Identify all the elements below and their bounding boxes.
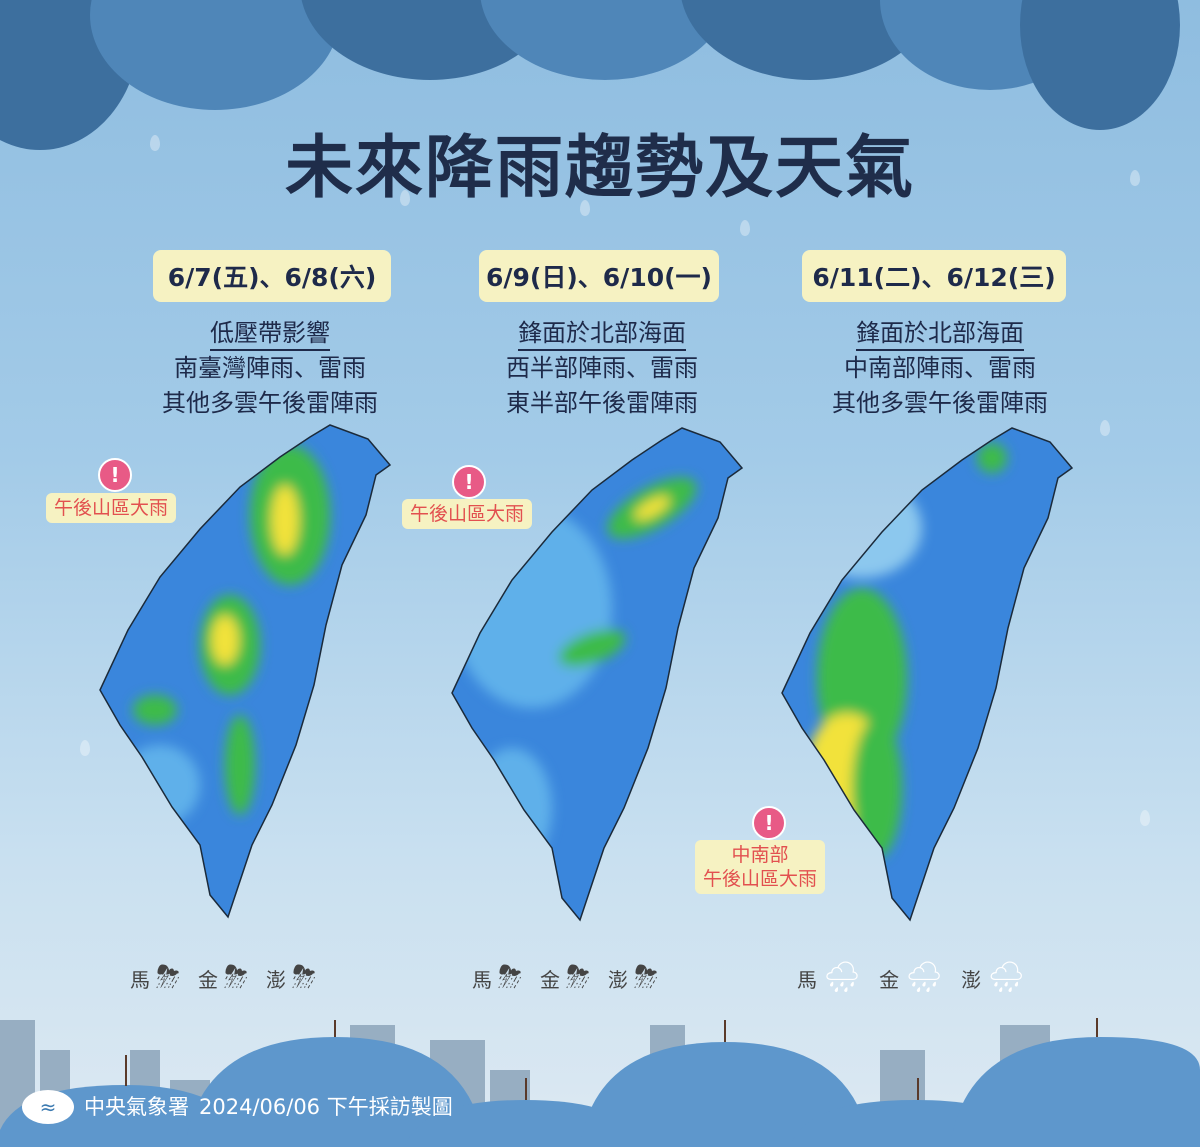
forecast-line: 中南部陣雨、雷雨 xyxy=(844,354,1036,382)
heavy-rain-alert: 午後山區大雨 xyxy=(46,493,177,523)
forecast-line: 南臺灣陣雨、雷雨 xyxy=(174,354,366,382)
heavy-rain-alert: 中南部 午後山區大雨 xyxy=(695,840,826,894)
island-label: 澎 xyxy=(961,967,982,992)
island-label: 澎 xyxy=(608,967,628,992)
alert-icon: ! xyxy=(98,458,132,492)
island-label: 馬 xyxy=(797,967,817,992)
skyline-umbrellas-decoration xyxy=(0,1018,1200,1147)
thunderstorm-icon: ⛈ xyxy=(156,960,180,995)
rain-cloud-icon: 🌧 xyxy=(987,960,1026,995)
page-title: 未來降雨趨勢及天氣 xyxy=(284,129,915,208)
forecast-line: 西半部陣雨、雷雨 xyxy=(506,354,698,382)
alert-icon: ! xyxy=(452,465,486,499)
forecast-line: 其他多雲午後雷陣雨 xyxy=(832,389,1048,417)
alert-line: 中南部 xyxy=(731,844,789,866)
date-box: 6/9(日)、6/10(一) xyxy=(479,250,719,302)
panel-description: 鋒面於北部海面 西半部陣雨、雷雨 東半部午後雷陣雨 xyxy=(432,316,772,421)
rainfall-maps xyxy=(99,424,1073,921)
weather-cause: 鋒面於北部海面 xyxy=(518,317,686,351)
forecast-line: 東半部午後雷陣雨 xyxy=(506,389,698,417)
footer-credit: ≈ 中央氣象署 2024/06/06 下午採訪製圖 xyxy=(22,1090,453,1124)
weather-cause: 低壓帶影響 xyxy=(210,317,330,351)
island-label: 金 xyxy=(879,967,900,992)
date-box: 6/11(二)、6/12(三) xyxy=(802,250,1066,302)
panel-description: 低壓帶影響 南臺灣陣雨、雷雨 其他多雲午後雷陣雨 xyxy=(100,316,440,421)
footer-date: 2024/06/06 下午採訪製圖 xyxy=(199,1095,453,1119)
map-taiwan-panel-3 xyxy=(781,427,1073,921)
alert-icon: ! xyxy=(752,806,786,840)
island-label: 馬 xyxy=(130,967,150,992)
thunderstorm-icon: ⛈ xyxy=(292,960,316,995)
rain-cloud-icon: 🌧 xyxy=(905,960,944,995)
outlying-islands-weather: 馬 🌧 金 🌧 澎 🌧 xyxy=(785,958,1025,998)
forecast-line: 其他多雲午後雷陣雨 xyxy=(162,389,378,417)
island-label: 金 xyxy=(198,967,218,992)
thunderstorm-icon: ⛈ xyxy=(566,960,590,995)
island-label: 馬 xyxy=(472,967,492,992)
outlying-islands-weather: 馬 ⛈ 金 ⛈ 澎 ⛈ xyxy=(460,958,658,998)
island-label: 澎 xyxy=(266,967,286,992)
thunderstorm-icon: ⛈ xyxy=(224,960,248,995)
panel-description: 鋒面於北部海面 中南部陣雨、雷雨 其他多雲午後雷陣雨 xyxy=(770,316,1110,421)
date-box: 6/7(五)、6/8(六) xyxy=(153,250,391,302)
thunderstorm-icon: ⛈ xyxy=(634,960,658,995)
rain-cloud-icon: 🌧 xyxy=(823,960,862,995)
alert-line: 午後山區大雨 xyxy=(703,868,818,890)
weather-cause: 鋒面於北部海面 xyxy=(856,317,1024,351)
island-label: 金 xyxy=(540,967,560,992)
outlying-islands-weather: 馬 ⛈ 金 ⛈ 澎 ⛈ xyxy=(118,958,316,998)
map-taiwan-panel-1 xyxy=(99,424,391,918)
cwa-logo-icon: ≈ xyxy=(22,1090,74,1124)
thunderstorm-icon: ⛈ xyxy=(498,960,522,995)
agency-name: 中央氣象署 xyxy=(84,1095,189,1119)
heavy-rain-alert: 午後山區大雨 xyxy=(402,499,533,529)
